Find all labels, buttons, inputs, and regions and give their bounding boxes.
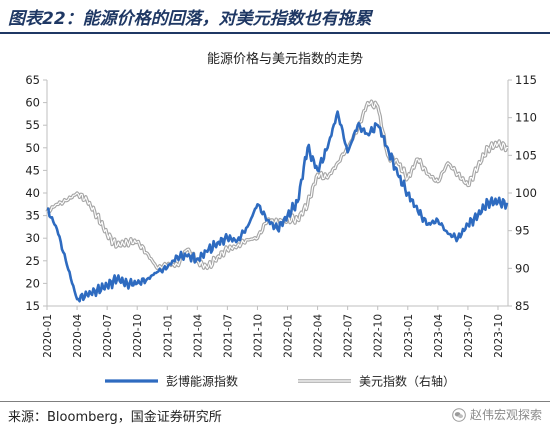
x-tick-label: 2021-07	[222, 314, 234, 358]
right-y-tick-label: 90	[515, 261, 530, 275]
x-axis: 2020-01 2020-04 2020-07 2020-10 2021-01 2021-…	[42, 306, 505, 358]
right-y-tick-label: 115	[515, 73, 537, 87]
x-tick-label: 2020-01	[42, 314, 54, 358]
x-tick-label: 2021-10	[252, 314, 264, 358]
series-layer	[45, 99, 509, 303]
chart-legend: 彭博能源指数 美元指数（右轴）	[105, 374, 455, 389]
x-tick-label: 2021-04	[192, 314, 204, 358]
plot-frame	[46, 80, 509, 307]
x-tick-label: 2023-07	[463, 314, 475, 358]
series-usd-index-core	[46, 100, 509, 269]
left-y-tick-label: 35	[25, 209, 40, 223]
left-y-tick-label: 15	[25, 299, 40, 313]
x-tick-label: 2023-10	[493, 314, 505, 358]
left-y-tick-label: 60	[25, 96, 40, 110]
x-tick-label: 2020-07	[102, 314, 114, 358]
watermark-text: 赵伟宏观探索	[469, 408, 542, 422]
right-y-tick-label: 85	[515, 299, 530, 313]
wechat-icon	[452, 407, 466, 422]
left-y-tick-label: 45	[25, 163, 40, 177]
source-note: 来源：Bloomberg，国金证券研究所	[8, 410, 222, 425]
x-tick-label: 2022-07	[343, 314, 355, 358]
right-y-tick-label: 95	[515, 224, 530, 238]
figure-title: 图表22：能源价格的回落，对美元指数也有拖累	[8, 9, 372, 29]
legend-label-energy: 彭博能源指数	[166, 374, 238, 389]
x-tick-label: 2020-04	[72, 314, 84, 358]
legend-label-usd: 美元指数（右轴）	[359, 374, 455, 389]
x-tick-label: 2020-10	[132, 314, 144, 358]
right-y-tick-label: 110	[515, 111, 537, 125]
x-tick-label: 2021-01	[162, 314, 174, 358]
left-y-axis: 15 20 25 30 35 40 45 50 55 60 65	[25, 73, 47, 313]
source-divider	[0, 401, 550, 402]
x-tick-label: 2023-04	[433, 314, 445, 358]
left-y-tick-label: 20	[25, 276, 40, 290]
x-tick-label: 2022-10	[373, 314, 385, 358]
right-y-tick-label: 105	[515, 148, 537, 162]
x-tick-label: 2022-01	[283, 314, 295, 358]
left-y-tick-label: 25	[25, 254, 40, 268]
energy-usd-line-chart: 能源价格与美元指数的走势 15 20 25 30 35 40 45 50 55 60 65 85 90…	[25, 51, 537, 389]
x-tick-label: 2022-04	[313, 314, 325, 358]
left-y-tick-label: 50	[25, 141, 40, 155]
left-y-tick-label: 40	[25, 186, 40, 200]
x-tick-label: 2023-01	[403, 314, 415, 358]
series-bloomberg-energy-index	[47, 110, 509, 303]
left-y-tick-label: 30	[25, 231, 40, 245]
watermark: 赵伟宏观探索	[452, 406, 542, 423]
right-y-tick-label: 100	[515, 186, 537, 200]
left-y-tick-label: 55	[25, 118, 40, 132]
series-usd-index-outline	[45, 99, 509, 270]
chart-title: 能源价格与美元指数的走势	[207, 51, 363, 67]
right-y-axis: 85 90 95 100 105 110 115	[508, 73, 537, 313]
left-y-tick-label: 65	[25, 73, 40, 87]
title-divider	[0, 32, 550, 34]
